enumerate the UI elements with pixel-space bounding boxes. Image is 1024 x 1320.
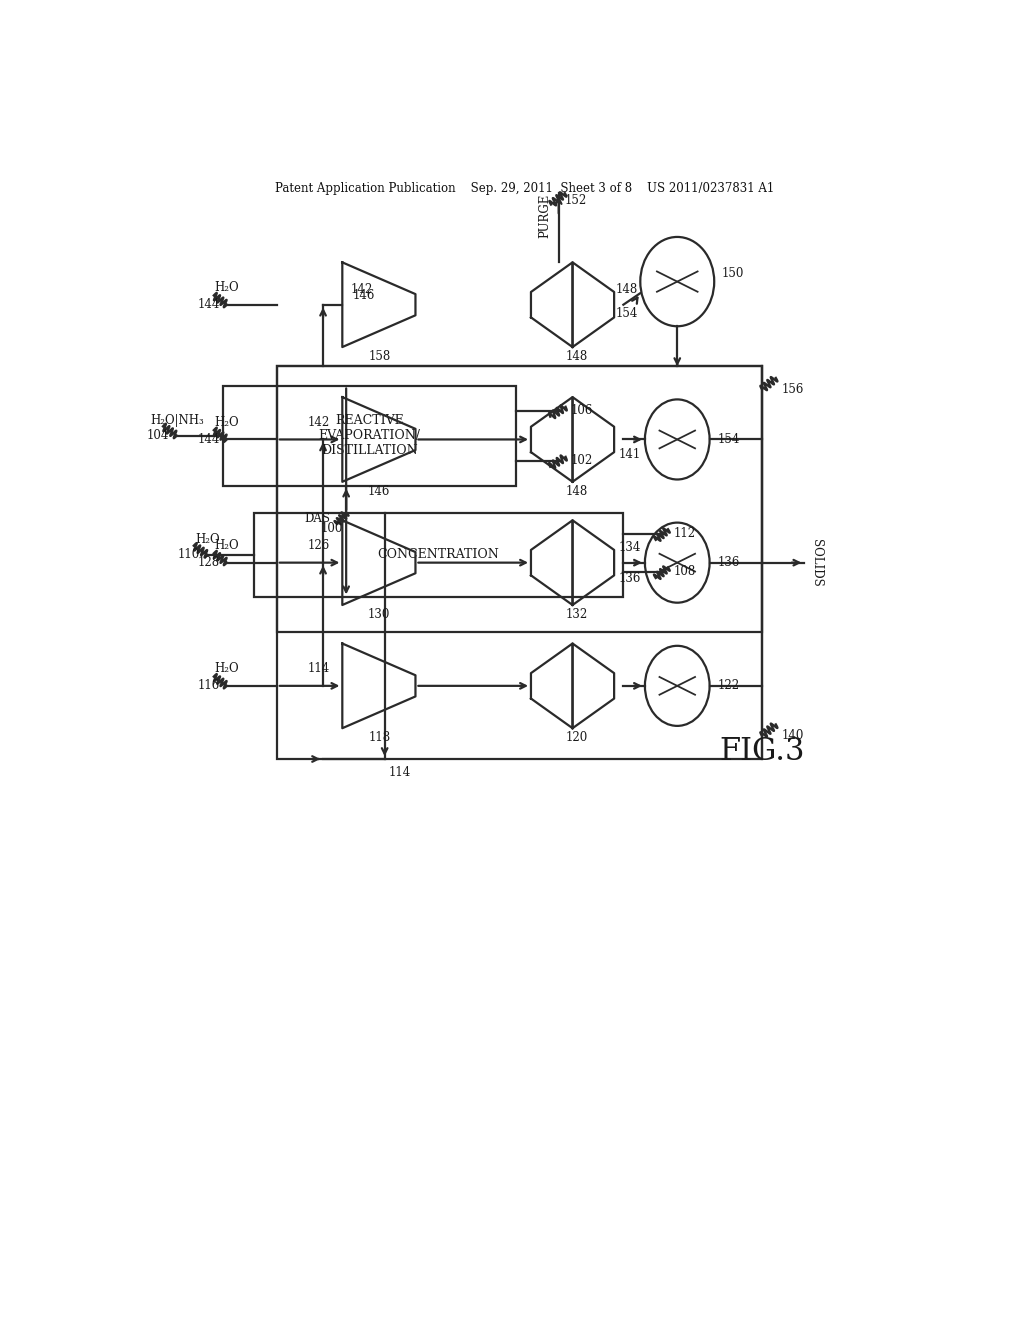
Text: H₂O: H₂O xyxy=(214,539,240,552)
Text: 106: 106 xyxy=(571,404,593,417)
Text: Patent Application Publication    Sep. 29, 2011  Sheet 3 of 8    US 2011/0237831: Patent Application Publication Sep. 29, … xyxy=(275,182,774,194)
Text: FIG.3: FIG.3 xyxy=(719,735,805,767)
Text: 148: 148 xyxy=(566,350,588,363)
Text: 142: 142 xyxy=(350,282,373,296)
Text: 158: 158 xyxy=(369,350,390,363)
Text: 150: 150 xyxy=(722,268,744,280)
Text: 114: 114 xyxy=(389,767,412,779)
Text: 142: 142 xyxy=(308,416,331,429)
Text: 144: 144 xyxy=(198,298,220,312)
Text: H₂O|NH₃: H₂O|NH₃ xyxy=(150,413,204,426)
Text: 118: 118 xyxy=(369,731,390,744)
Text: 132: 132 xyxy=(566,607,588,620)
Text: 146: 146 xyxy=(352,289,375,302)
Text: DAS: DAS xyxy=(304,512,330,525)
Bar xyxy=(223,385,515,486)
Text: 156: 156 xyxy=(781,383,804,396)
Text: 148: 148 xyxy=(566,484,588,498)
Bar xyxy=(276,367,762,632)
Text: 136: 136 xyxy=(717,556,739,569)
Text: REACTIVE
EVAPORATION/
DISTILLATION: REACTIVE EVAPORATION/ DISTILLATION xyxy=(318,414,420,457)
Text: 120: 120 xyxy=(566,731,588,744)
Text: 154: 154 xyxy=(616,308,638,321)
Text: CONCENTRATION: CONCENTRATION xyxy=(378,548,500,561)
Text: 102: 102 xyxy=(571,454,593,467)
Text: 130: 130 xyxy=(368,607,390,620)
Text: 104: 104 xyxy=(146,429,169,442)
Text: 136: 136 xyxy=(618,572,641,585)
Text: 146: 146 xyxy=(368,484,390,498)
Text: 100: 100 xyxy=(322,521,343,535)
Text: 108: 108 xyxy=(674,565,695,578)
Text: 152: 152 xyxy=(564,194,587,207)
Text: 116: 116 xyxy=(198,680,220,693)
Text: 126: 126 xyxy=(308,539,331,552)
Text: 110: 110 xyxy=(177,548,200,561)
Text: 141: 141 xyxy=(618,449,641,462)
Bar xyxy=(276,367,762,759)
Text: H₂O: H₂O xyxy=(196,533,220,546)
Text: 112: 112 xyxy=(674,527,695,540)
Text: 134: 134 xyxy=(618,541,641,554)
Text: H₂O: H₂O xyxy=(214,663,240,676)
Text: 128: 128 xyxy=(198,556,220,569)
Text: SOLIDS: SOLIDS xyxy=(810,539,822,586)
Text: 154: 154 xyxy=(717,433,739,446)
Text: 140: 140 xyxy=(781,730,804,742)
Text: PURGE: PURGE xyxy=(539,194,551,239)
Text: 114: 114 xyxy=(308,663,331,676)
Text: H₂O: H₂O xyxy=(214,281,240,294)
Text: H₂O: H₂O xyxy=(214,416,240,429)
Bar xyxy=(254,512,624,598)
Text: 144: 144 xyxy=(198,433,220,446)
Text: 122: 122 xyxy=(717,680,739,693)
Text: 148: 148 xyxy=(616,282,638,296)
